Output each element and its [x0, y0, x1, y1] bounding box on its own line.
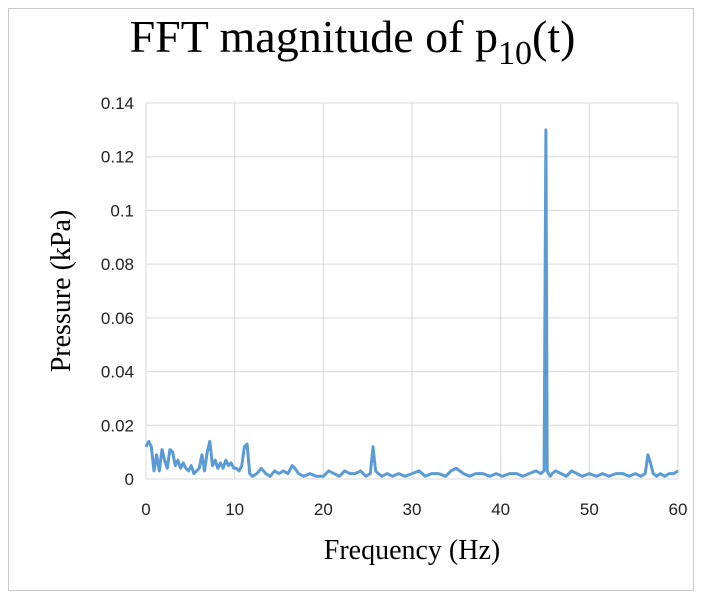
title-suffix: (t) — [532, 11, 576, 62]
y-tick-label: 0.08 — [101, 255, 134, 274]
y-tick-label: 0.02 — [101, 416, 134, 435]
x-tick-label: 10 — [225, 500, 244, 519]
x-tick-label: 20 — [314, 500, 333, 519]
y-axis-title: Pressure (kPa) — [46, 210, 77, 373]
y-tick-label: 0.12 — [101, 148, 134, 167]
x-tick-labels: 0 10 20 30 40 50 60 — [141, 500, 687, 519]
chart-title: FFT magnitude of p10(t) — [0, 14, 705, 71]
grid — [145, 102, 679, 480]
series-line — [144, 128, 679, 478]
y-tick-label: 0.06 — [101, 309, 134, 328]
x-axis-title: Frequency (Hz) — [324, 535, 500, 566]
title-subscript: 10 — [498, 34, 532, 72]
title-variable: p — [475, 11, 498, 62]
x-tick-label: 50 — [580, 500, 599, 519]
y-tick-label: 0 — [125, 470, 134, 489]
y-tick-label: 0.1 — [110, 201, 134, 220]
title-text: FFT magnitude of — [129, 11, 464, 62]
x-tick-label: 60 — [669, 500, 688, 519]
x-tick-label: 40 — [491, 500, 510, 519]
x-tick-label: 0 — [141, 500, 150, 519]
y-tick-label: 0.14 — [101, 94, 134, 113]
y-tick-labels: 0 0.02 0.04 0.06 0.08 0.1 0.12 0.14 — [101, 94, 134, 489]
y-tick-label: 0.04 — [101, 363, 134, 382]
x-tick-label: 30 — [403, 500, 422, 519]
chart-frame — [8, 8, 694, 591]
